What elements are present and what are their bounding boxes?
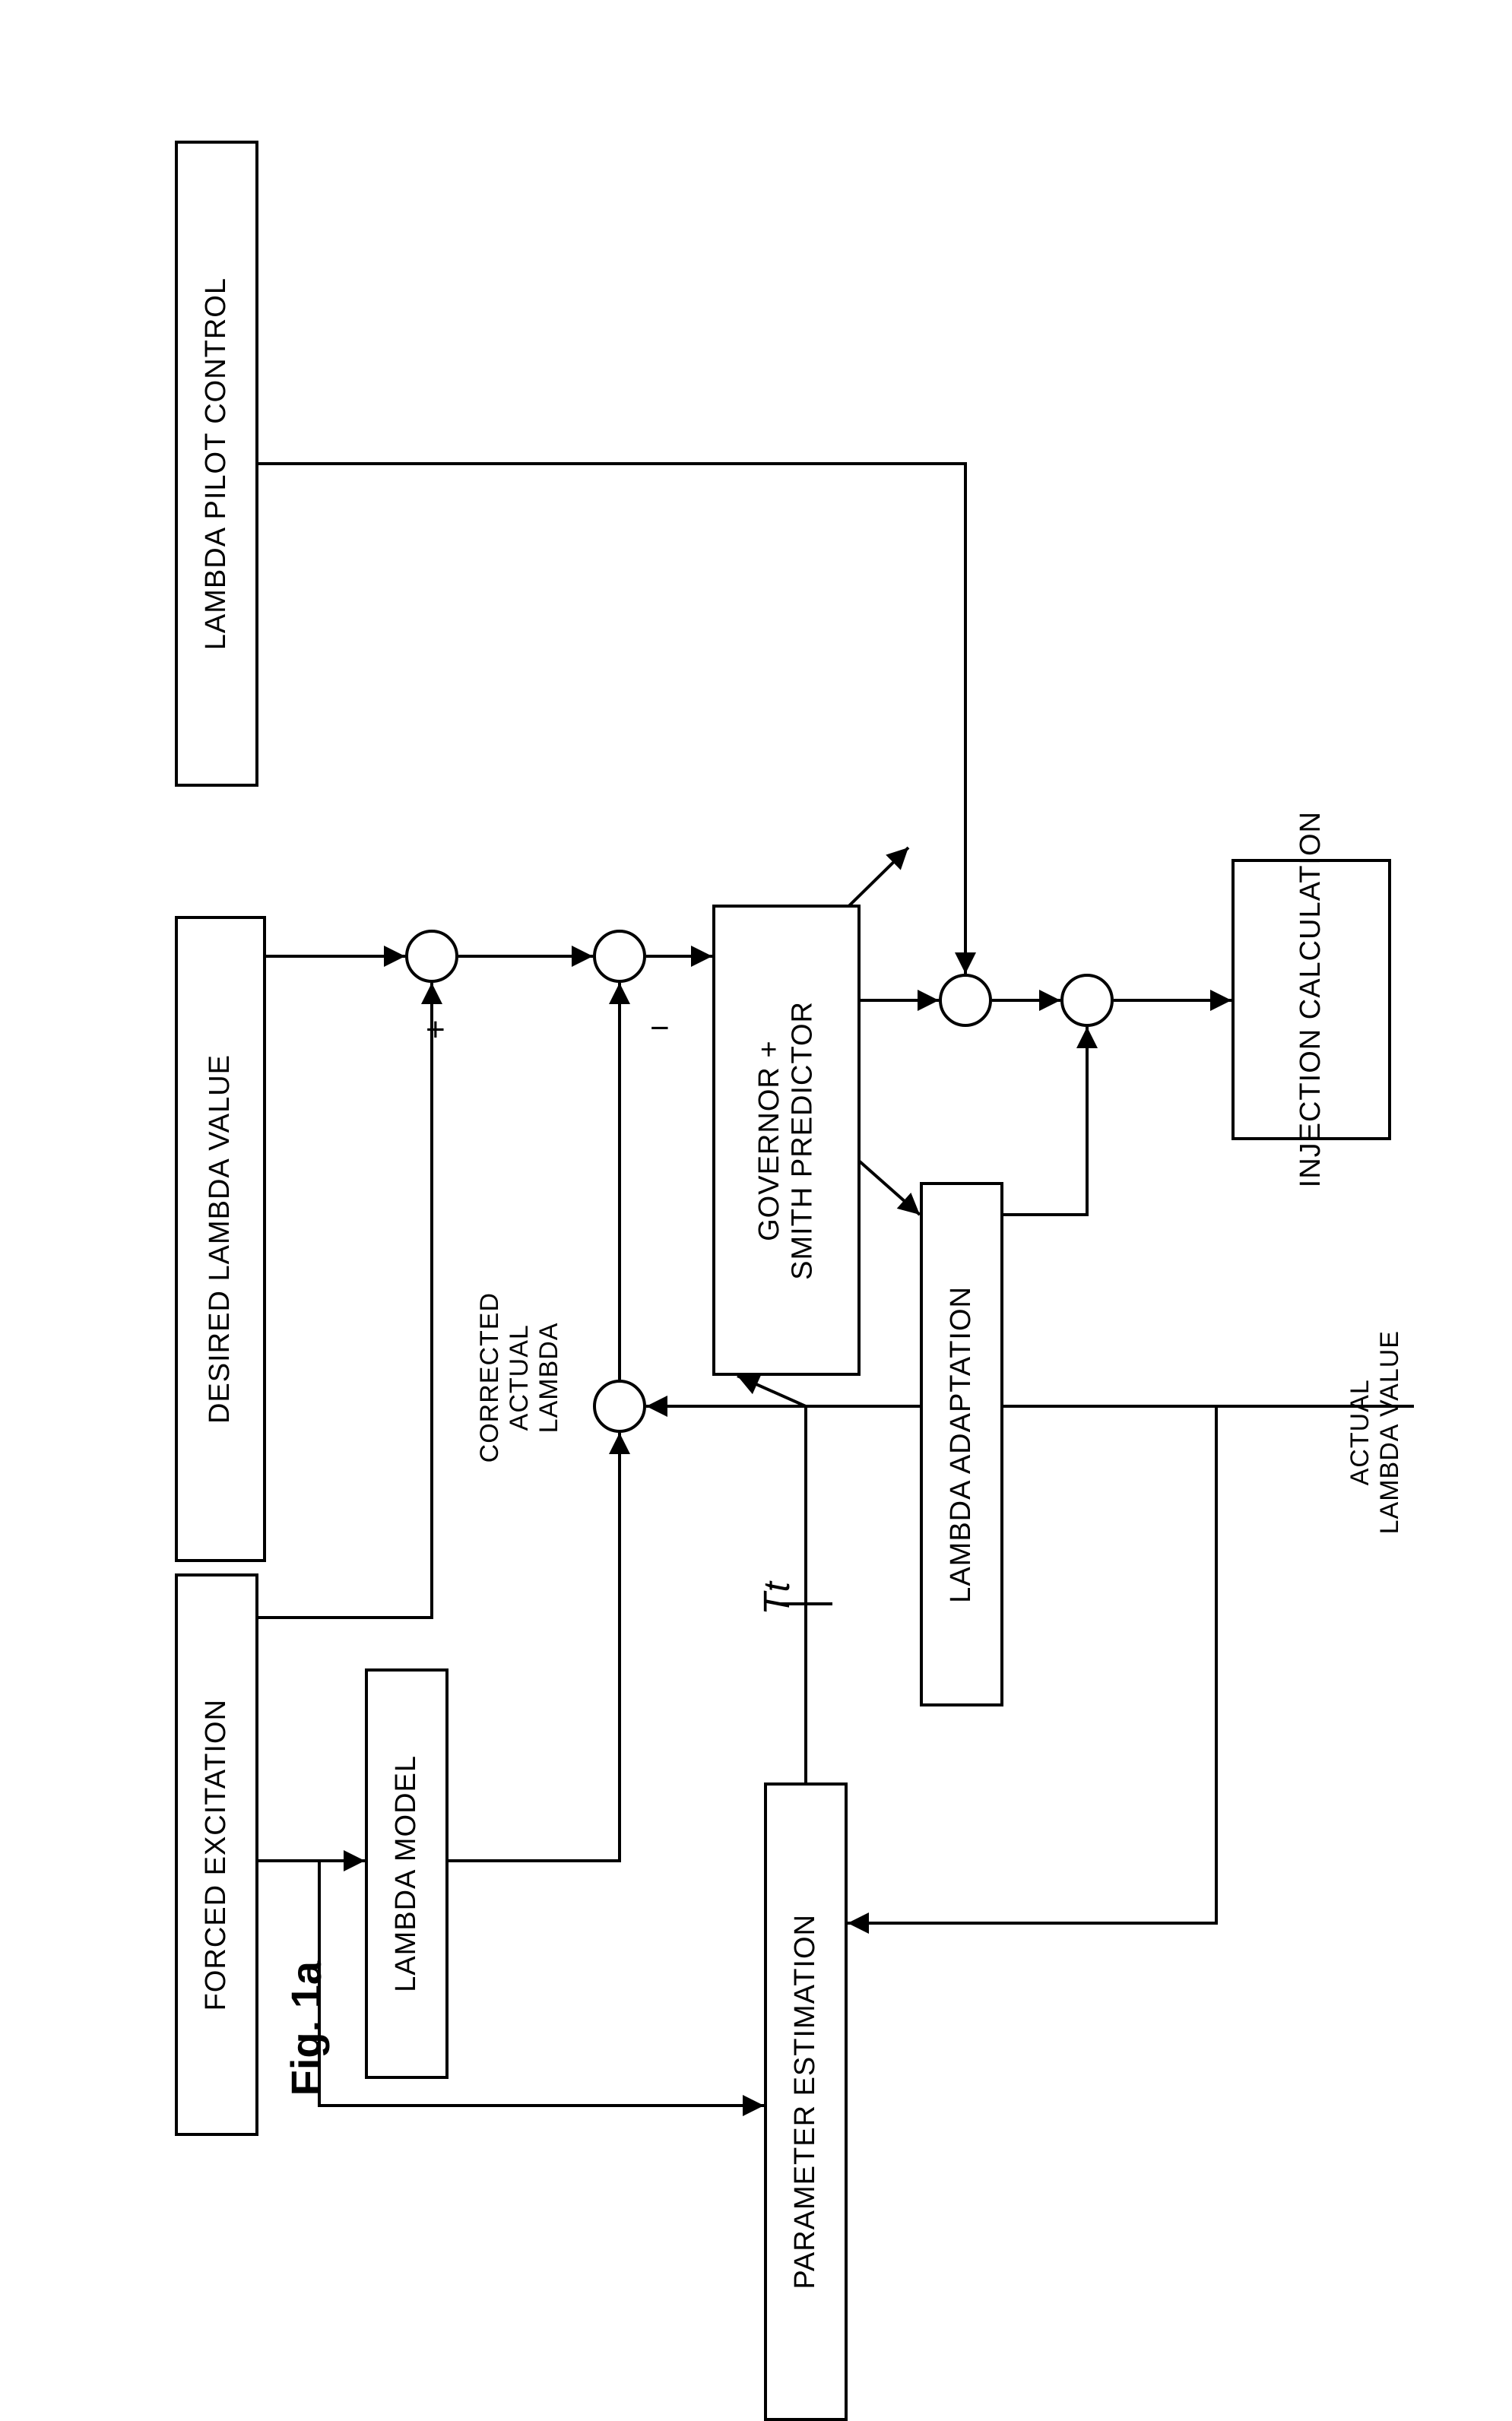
block-lambda-pilot-control: LAMBDA PILOT CONTROL: [175, 141, 258, 787]
summing-junction: [405, 930, 458, 983]
summing-junction: [593, 930, 646, 983]
block-label: GOVERNOR + SMITH PREDICTOR: [753, 1001, 819, 1280]
block-governor-smith-predictor: GOVERNOR + SMITH PREDICTOR: [712, 905, 861, 1376]
label-corrected-actual-lambda: CORRECTED ACTUAL LAMBDA: [475, 1292, 564, 1462]
block-label: LAMBDA ADAPTATION: [945, 1286, 978, 1603]
block-label: LAMBDA PILOT CONTROL: [200, 277, 233, 650]
block-forced-excitation: FORCED EXCITATION: [175, 1573, 258, 2136]
block-injection-calculation: INJECTION CALCULATION: [1231, 859, 1391, 1140]
diagram-page: LAMBDA PILOT CONTROL DESIRED LAMBDA VALU…: [0, 0, 1512, 2232]
summing-junction: [939, 974, 992, 1027]
summing-junction: [1060, 974, 1114, 1027]
figure-label: Fig. 1a: [281, 1961, 331, 2096]
block-desired-lambda-value: DESIRED LAMBDA VALUE: [175, 916, 266, 1562]
block-label: FORCED EXCITATION: [200, 1699, 233, 2011]
block-label: INJECTION CALCULATION: [1295, 811, 1328, 1187]
block-label: PARAMETER ESTIMATION: [789, 1914, 823, 2289]
block-lambda-model: LAMBDA MODEL: [365, 1668, 449, 2079]
label-tt-symbol: Tt: [756, 1581, 798, 1615]
block-label: LAMBDA MODEL: [390, 1755, 423, 1992]
label-actual-lambda-value: ACTUAL LAMBDA VALUE: [1346, 1330, 1405, 1534]
plus-sign: +: [426, 1011, 445, 1049]
minus-sign: −: [650, 1009, 670, 1047]
block-label: DESIRED LAMBDA VALUE: [204, 1054, 237, 1424]
block-lambda-adaptation: LAMBDA ADAPTATION: [920, 1182, 1003, 1706]
block-parameter-estimation: PARAMETER ESTIMATION: [764, 1782, 848, 2421]
summing-junction: [593, 1380, 646, 1433]
